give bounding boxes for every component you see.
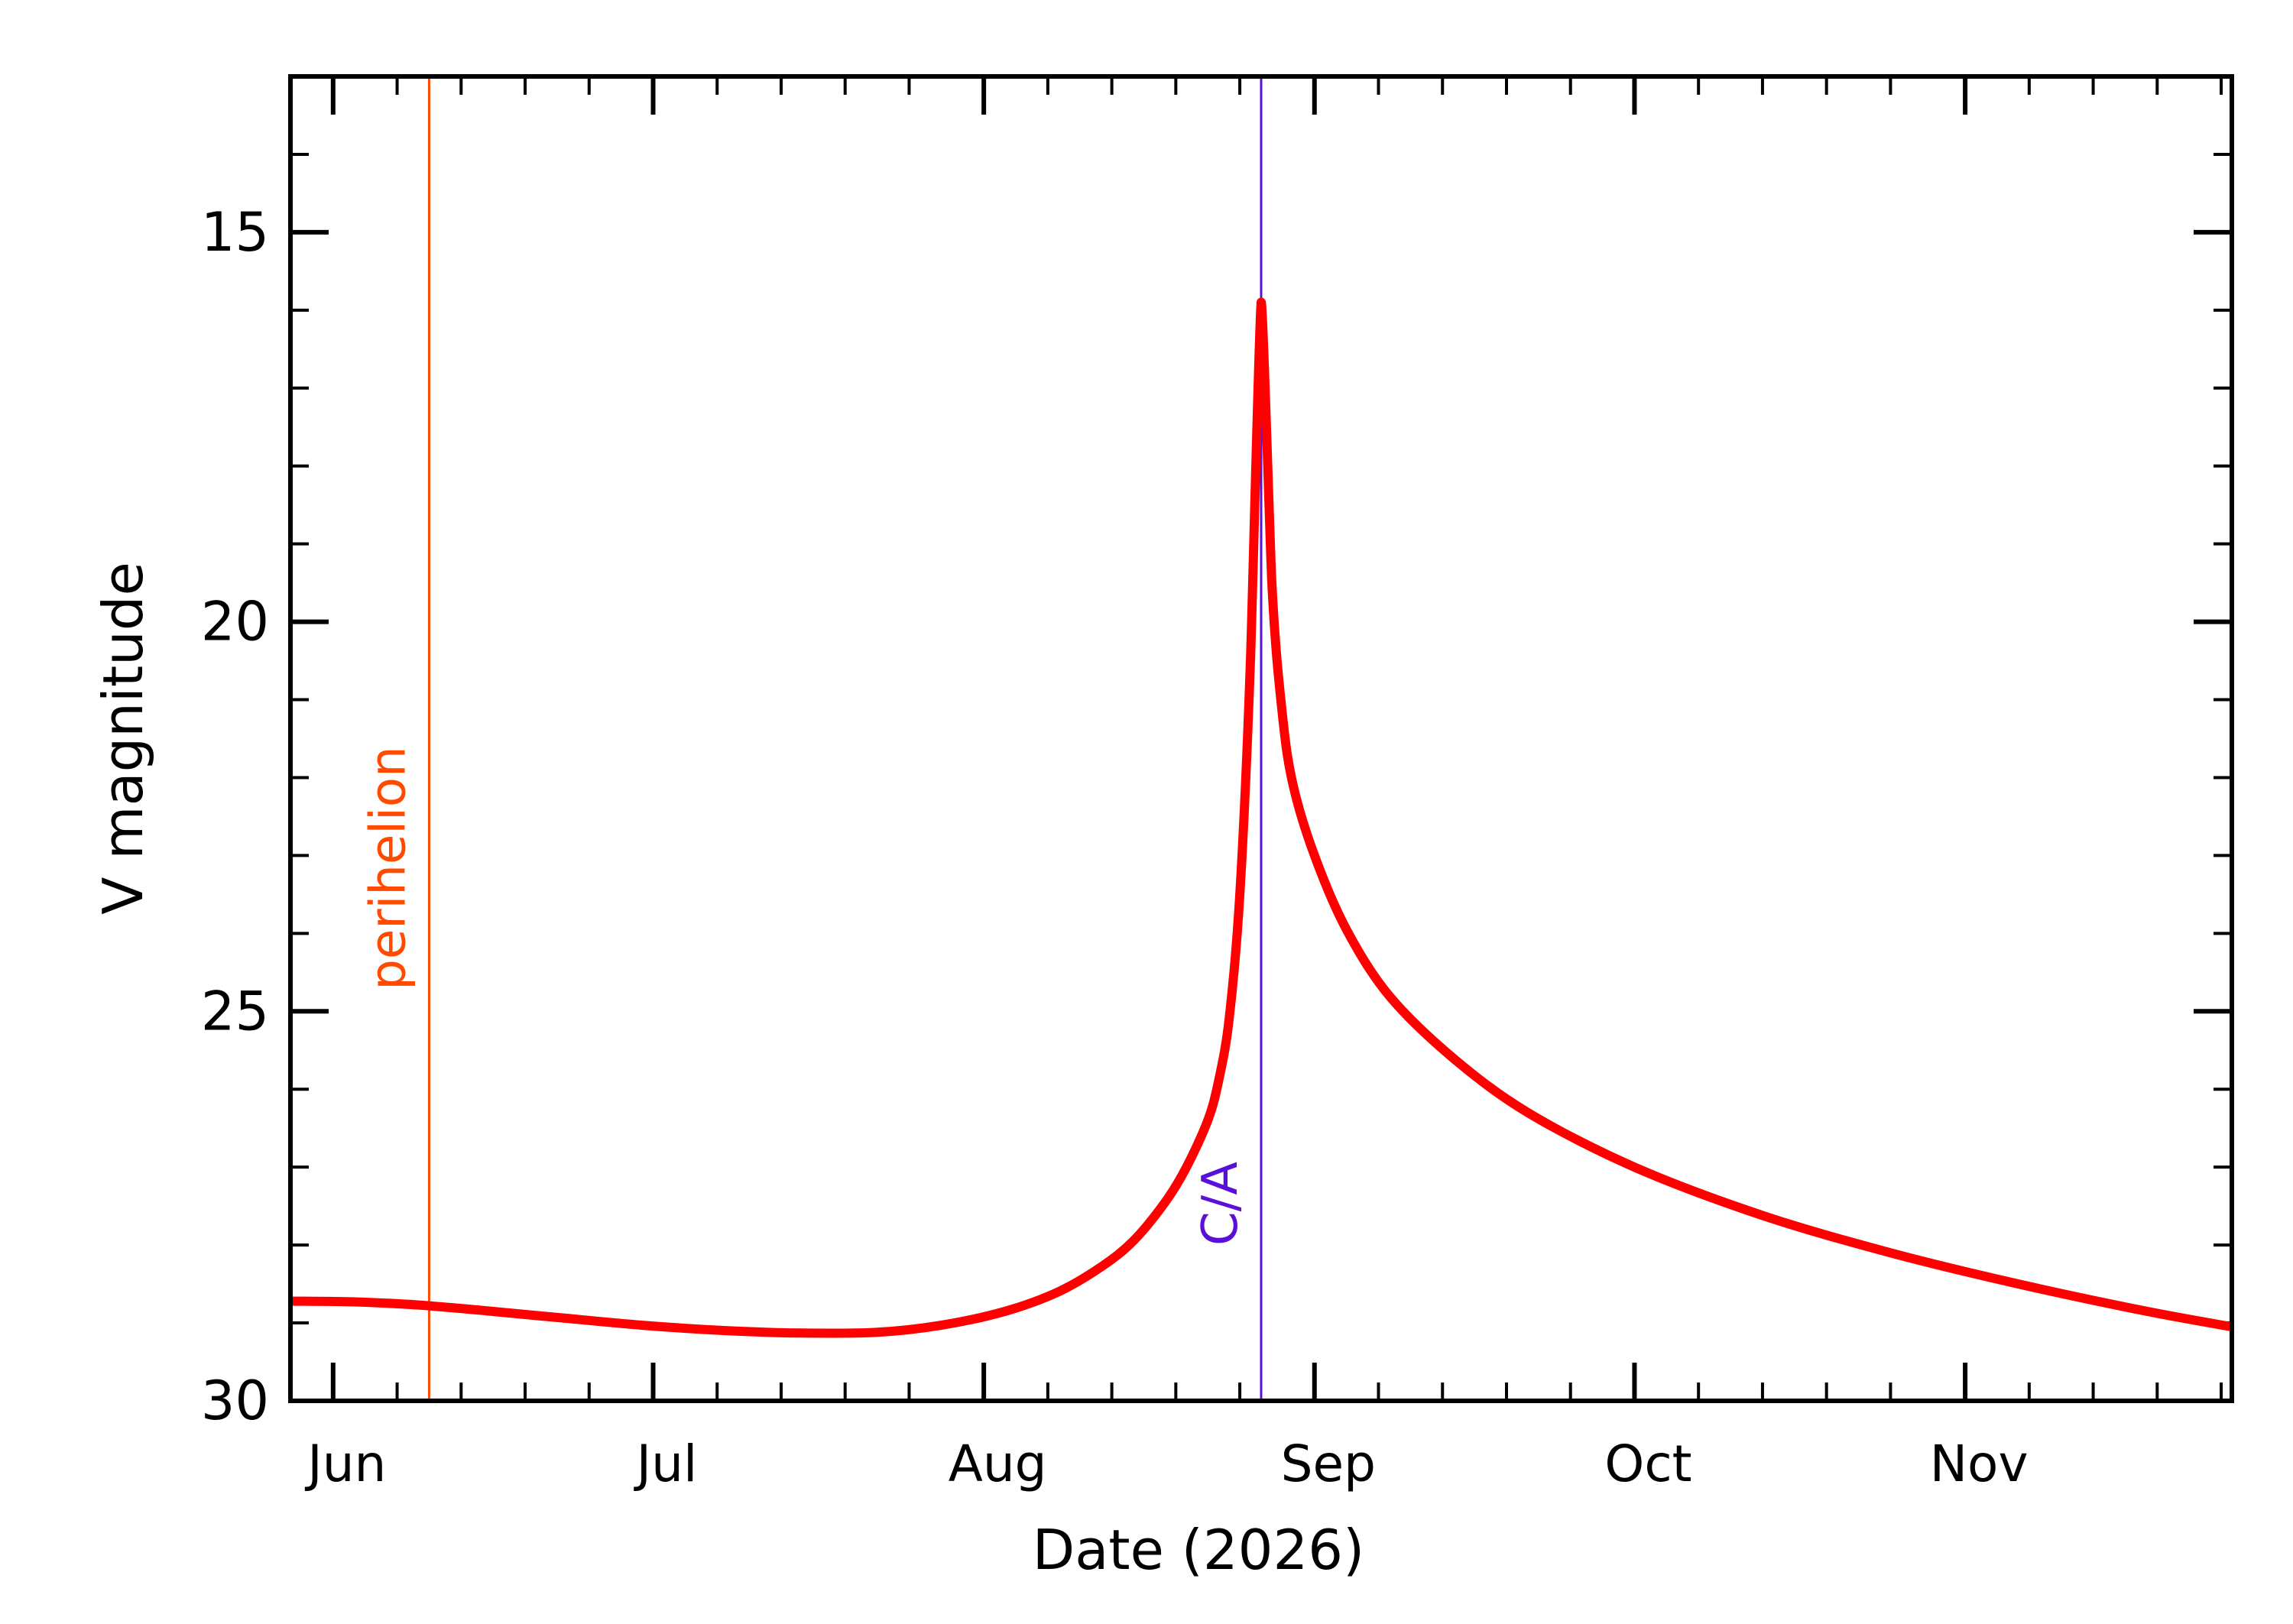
y-tick-label: 15: [201, 201, 269, 264]
x-tick-label: Aug: [949, 1434, 1047, 1493]
x-tick-label: Nov: [1930, 1434, 2029, 1493]
x-tick-label: Jun: [304, 1434, 386, 1493]
marker-label: C/A: [1192, 1162, 1249, 1246]
series-layer: [290, 297, 2233, 1338]
axis-labels: Date (2026) V magnitude Jun Jul Aug Sep Oct N…: [91, 201, 2029, 1582]
x-tick-label: Oct: [1604, 1434, 1691, 1493]
plot-frame: [288, 74, 2234, 1403]
x-tick-label: Jul: [634, 1434, 698, 1493]
marker-label: perihelion: [360, 746, 417, 990]
x-axis-label: Date (2026): [1033, 1518, 1364, 1582]
series-line: [290, 297, 2233, 1338]
x-tick-label: Sep: [1281, 1434, 1376, 1493]
y-tick-label: 30: [201, 1370, 269, 1432]
y-tick-label: 25: [201, 980, 269, 1042]
event-markers: perihelion C/A: [360, 76, 1263, 1401]
y-tick-label: 20: [201, 591, 269, 653]
y-axis-label: V magnitude: [91, 562, 155, 915]
